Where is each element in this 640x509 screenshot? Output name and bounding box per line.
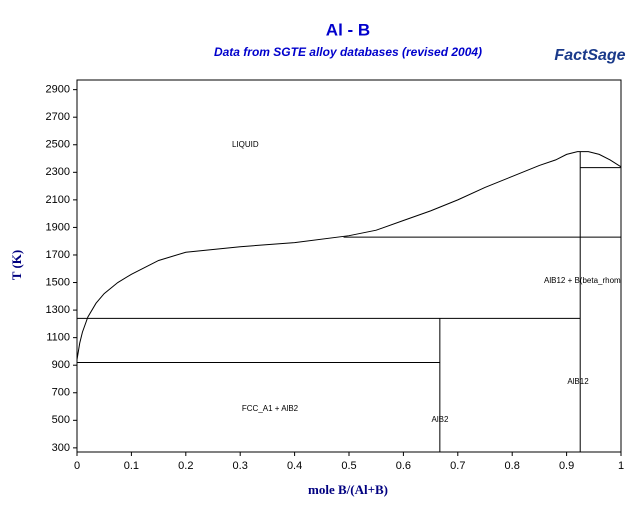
y-tick-label: 2700 (46, 111, 70, 123)
x-tick-label: 0.1 (124, 460, 139, 472)
y-tick-label: 2500 (46, 139, 70, 151)
region-label: AlB12 (567, 377, 589, 386)
chart-subtitle: Data from SGTE alloy databases (revised … (214, 45, 482, 59)
y-tick-label: 1700 (46, 249, 70, 261)
x-tick-label: 0.9 (559, 460, 574, 472)
region-label: AlB2 (432, 415, 449, 424)
plot-frame (76, 79, 622, 453)
y-tick-label: 2900 (46, 84, 70, 96)
x-tick-label: 0.2 (178, 460, 193, 472)
x-tick-label: 0.7 (450, 460, 465, 472)
x-tick-label: 0 (74, 460, 80, 472)
x-tick-label: 0.8 (505, 460, 520, 472)
region-label: LIQUID (232, 140, 259, 149)
annotations: LIQUID AlB12 + B(beta_rhombo AlB12 FCC_A1 +… (232, 140, 630, 424)
y-tick-label: 1500 (46, 276, 70, 288)
y-tick-label: 1900 (46, 221, 70, 233)
y-tick-label: 300 (52, 442, 70, 454)
x-tick-label: 0.5 (341, 460, 356, 472)
y-tick-label: 700 (52, 387, 70, 399)
x-tick-label: 0.3 (233, 460, 248, 472)
y-axis-label: T (K) (9, 250, 24, 280)
plot-lines (77, 151, 621, 452)
chart-title: Al - B (326, 20, 370, 39)
logo: FactSage (554, 47, 625, 64)
y-tick-label: 2300 (46, 166, 70, 178)
y-tick-label: 1100 (46, 332, 70, 344)
x-tick-label: 0.6 (396, 460, 411, 472)
region-label: FCC_A1 + AlB2 (242, 404, 299, 413)
y-tick-label: 500 (52, 414, 70, 426)
x-axis-label: mole B/(Al+B) (308, 482, 388, 497)
y-tick-label: 1300 (46, 304, 70, 316)
phase-boundary (77, 151, 621, 360)
region-label: AlB12 + B(beta_rhombo (544, 276, 630, 285)
y-tick-label: 900 (52, 359, 70, 371)
x-tick-label: 1 (618, 460, 624, 472)
y-tick-label: 2100 (46, 194, 70, 206)
x-tick-label: 0.4 (287, 460, 302, 472)
